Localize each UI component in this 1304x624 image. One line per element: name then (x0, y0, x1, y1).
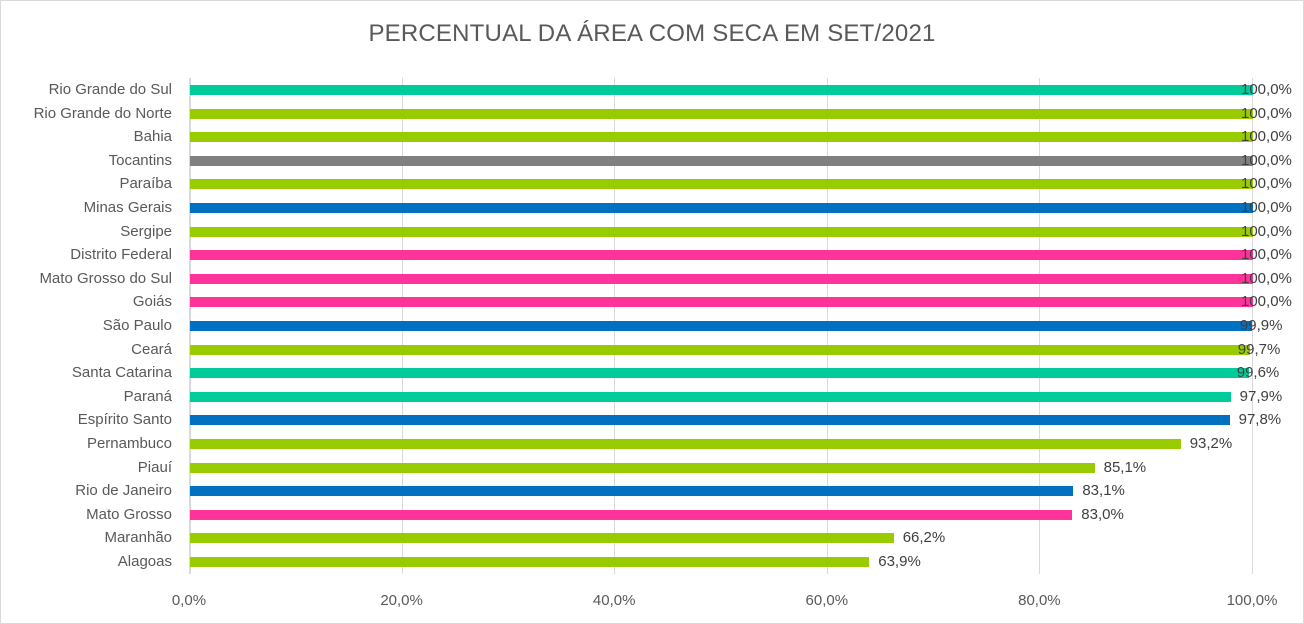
x-tick-label: 0,0% (171, 592, 207, 609)
bar (190, 108, 1253, 119)
value-label: 99,6% (1236, 364, 1280, 382)
bar-row: Distrito Federal 100,0% (0, 245, 1304, 265)
value-label: 63,9% (878, 553, 921, 570)
value-label: 100,0% (1241, 151, 1292, 169)
bar-row: Ceará 99,7% (0, 340, 1304, 360)
category-label: Tocantins (108, 151, 172, 169)
value-label: 99,9% (1239, 317, 1283, 334)
bar (190, 557, 870, 567)
value-label: 100,0% (1241, 269, 1292, 287)
value-label: 66,2% (902, 529, 946, 547)
bar-row: Rio de Janeiro 83,1% (0, 481, 1304, 501)
category-label: Santa Catarina (71, 364, 172, 382)
category-label: Rio Grande do Sul (48, 81, 172, 98)
bar (190, 226, 1253, 237)
value-label: 100,0% (1241, 128, 1292, 146)
bar (190, 250, 1253, 261)
bar (190, 155, 1253, 166)
category-label: Maranhão (104, 529, 172, 547)
bar-row: Paraná 97,9% (0, 387, 1304, 407)
bar (190, 179, 1253, 190)
value-label: 83,0% (1081, 505, 1124, 523)
category-label: Mato Grosso do Sul (39, 269, 172, 287)
bar (190, 368, 1249, 379)
bar (190, 297, 1253, 308)
chart-title: PERCENTUAL DA ÁREA COM SECA EM SET/2021 (368, 20, 936, 47)
x-tick-label: 100,0% (1226, 592, 1278, 609)
x-tick-label: 80,0% (1018, 592, 1061, 609)
bar-row: Pernambuco 93,2% (0, 434, 1304, 454)
bar (190, 415, 1230, 426)
bar-row: Mato Grosso 83,0% (0, 505, 1304, 525)
value-label: 100,0% (1241, 81, 1292, 98)
bar-row: Maranhão 66,2% (0, 528, 1304, 548)
bar-row: Bahia 100,0% (0, 127, 1304, 147)
category-label: Minas Gerais (83, 199, 172, 216)
category-label: Sergipe (120, 222, 172, 240)
value-label: 100,0% (1241, 246, 1292, 264)
value-label: 93,2% (1189, 435, 1233, 452)
bar (190, 391, 1231, 402)
category-label: Mato Grosso (86, 505, 172, 523)
bar-row: Sergipe 100,0% (0, 222, 1304, 242)
bar (190, 203, 1253, 213)
bar-row: Paraíba 100,0% (0, 174, 1304, 194)
value-label: 99,7% (1237, 340, 1281, 358)
bar-row: Piauí 85,1% (0, 458, 1304, 478)
value-label: 100,0% (1241, 175, 1292, 193)
value-label: 83,1% (1082, 482, 1125, 500)
value-label: 100,0% (1241, 293, 1292, 311)
bar-row: Espírito Santo 97,8% (0, 410, 1304, 430)
category-label: Ceará (131, 340, 172, 358)
x-tick-label: 20,0% (380, 592, 423, 609)
bar-row: Rio Grande do Norte 100,0% (0, 104, 1304, 124)
bar (190, 509, 1073, 520)
category-label: Distrito Federal (70, 246, 172, 264)
bar-row: Mato Grosso do Sul 100,0% (0, 269, 1304, 289)
value-label: 100,0% (1241, 199, 1292, 216)
value-label: 100,0% (1241, 222, 1292, 240)
bar (190, 85, 1253, 95)
bar-row: Alagoas 63,9% (0, 552, 1304, 572)
category-label: Alagoas (117, 553, 172, 570)
value-label: 85,1% (1103, 458, 1147, 476)
category-label: Rio de Janeiro (75, 482, 172, 500)
category-label: Paraíba (119, 175, 172, 193)
category-label: Goiás (132, 293, 172, 311)
category-label: Paraná (123, 387, 172, 405)
bar-row: Minas Gerais 100,0% (0, 198, 1304, 218)
value-label: 97,9% (1239, 387, 1283, 405)
bar-row: São Paulo 99,9% (0, 316, 1304, 336)
value-label: 100,0% (1241, 104, 1292, 122)
category-label: Espírito Santo (77, 411, 172, 429)
bar (190, 486, 1074, 497)
bar (190, 344, 1250, 355)
category-label: Pernambuco (86, 435, 172, 452)
bar-row: Santa Catarina 99,6% (0, 363, 1304, 383)
x-tick-label: 60,0% (805, 592, 849, 609)
bar-row: Goiás 100,0% (0, 292, 1304, 312)
bar-row: Rio Grande do Sul 100,0% (0, 80, 1304, 100)
gridline (1252, 78, 1253, 574)
x-tick-label: 40,0% (592, 592, 636, 609)
category-label: São Paulo (102, 317, 172, 334)
bar (190, 462, 1095, 473)
bar (190, 321, 1252, 331)
category-label: Rio Grande do Norte (33, 104, 172, 122)
bar (190, 533, 894, 544)
bar (190, 439, 1181, 449)
category-label: Bahia (133, 128, 172, 146)
category-label: Piauí (137, 458, 172, 476)
bar-row: Tocantins 100,0% (0, 151, 1304, 171)
bar (190, 132, 1253, 143)
value-label: 97,8% (1238, 411, 1282, 429)
bar (190, 273, 1253, 284)
